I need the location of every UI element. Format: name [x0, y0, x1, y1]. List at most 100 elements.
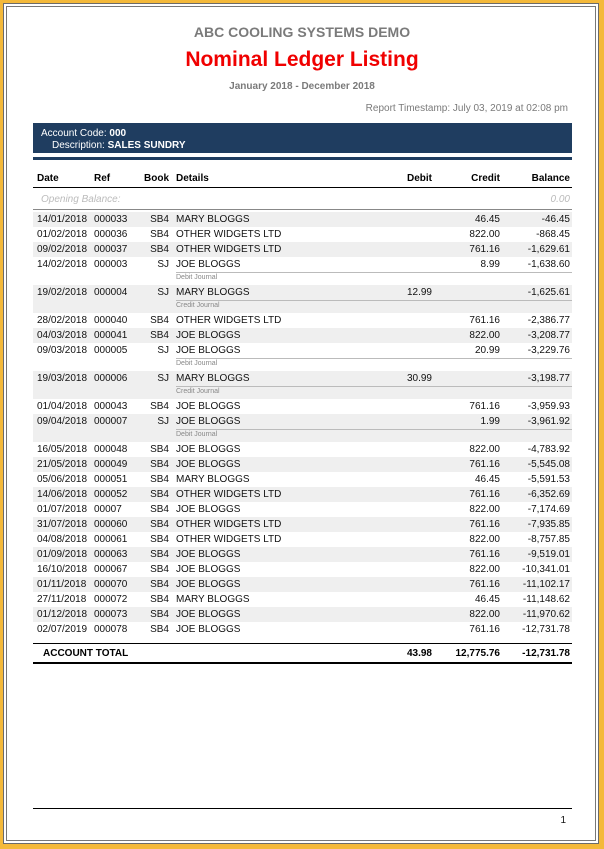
cell-book: SB4	[150, 609, 169, 620]
cell-details: OTHER WIDGETS LTD	[176, 244, 282, 255]
cell-book: SB4	[150, 519, 169, 530]
cell-ref: 000052	[94, 489, 128, 500]
cell-details: JOE BLOGGS	[176, 504, 241, 515]
cell-credit: 761.16	[469, 489, 500, 500]
journal-note: Debit Journal	[176, 272, 572, 285]
table-row: 31/07/2018 000060 SB4 OTHER WIDGETS LTD 761.…	[33, 517, 572, 532]
cell-details: OTHER WIDGETS LTD	[176, 534, 282, 545]
cell-credit: 761.16	[469, 244, 500, 255]
cell-balance: -2,386.77	[527, 315, 570, 326]
cell-details: JOE BLOGGS	[176, 330, 241, 341]
col-debit: Debit	[407, 173, 432, 184]
cell-date: 01/12/2018	[37, 609, 88, 620]
ledger-rows: 14/01/2018 000033 SB4 MARY BLOGGS 46.45 -46.4…	[33, 212, 572, 637]
table-row: 19/03/2018 000006 SJ MARY BLOGGS 30.99 -3,198…	[33, 371, 572, 399]
journal-note: Credit Journal	[176, 386, 572, 399]
table-row: 09/03/2018 000005 SJ JOE BLOGGS 20.99 -3,229.…	[33, 343, 572, 371]
journal-note-text: Debit Journal	[176, 360, 218, 367]
table-row: 01/07/2018 00007 SB4 JOE BLOGGS 822.00 -7,174…	[33, 502, 572, 517]
cell-book: SB4	[150, 229, 169, 240]
table-row: 19/02/2018 000004 SJ MARY BLOGGS 12.99 -1,625…	[33, 285, 572, 313]
cell-details: JOE BLOGGS	[176, 549, 241, 560]
cell-ref: 000040	[94, 315, 128, 326]
cell-credit: 46.45	[474, 214, 500, 225]
cell-book: SJ	[157, 345, 169, 356]
table-row: 09/02/2018 000037 SB4 OTHER WIDGETS LTD 761.…	[33, 242, 572, 257]
table-row: 01/04/2018 000043 SB4 JOE BLOGGS 761.16 -3,95…	[33, 399, 572, 414]
col-balance: Balance	[531, 173, 570, 184]
cell-ref: 000070	[94, 579, 128, 590]
cell-book: SB4	[150, 549, 169, 560]
cell-balance: -3,229.76	[527, 345, 570, 356]
cell-ref: 000043	[94, 401, 128, 412]
cell-balance: -5,591.53	[527, 474, 570, 485]
cell-details: JOE BLOGGS	[176, 416, 241, 427]
cell-details: JOE BLOGGS	[176, 564, 241, 575]
table-row: 01/09/2018 000063 SB4 JOE BLOGGS 761.16 -9,51…	[33, 547, 572, 562]
cell-balance: -11,102.17	[522, 579, 570, 590]
cell-book: SJ	[157, 259, 169, 270]
table-row: 28/02/2018 000040 SB4 OTHER WIDGETS LTD 761.…	[33, 313, 572, 328]
cell-ref: 000048	[94, 444, 128, 455]
report-title: Nominal Ledger Listing	[185, 48, 419, 71]
cell-date: 14/06/2018	[37, 489, 88, 500]
cell-book: SB4	[150, 624, 169, 635]
cell-details: JOE BLOGGS	[176, 624, 241, 635]
cell-book: SB4	[150, 489, 169, 500]
cell-credit: 20.99	[474, 345, 500, 356]
cell-book: SJ	[157, 373, 169, 384]
cell-ref: 000078	[94, 624, 128, 635]
table-row: 14/02/2018 000003 SJ JOE BLOGGS 8.99 -1,638.6…	[33, 257, 572, 285]
cell-balance: -6,352.69	[527, 489, 570, 500]
cell-book: SB4	[150, 459, 169, 470]
table-row: 14/01/2018 000033 SB4 MARY BLOGGS 46.45 -46.4…	[33, 212, 572, 227]
cell-credit: 822.00	[469, 564, 500, 575]
cell-date: 04/08/2018	[37, 534, 88, 545]
journal-note: Credit Journal	[176, 300, 572, 313]
cell-book: SB4	[150, 594, 169, 605]
col-book: Book	[144, 173, 169, 184]
cell-date: 01/02/2018	[37, 229, 88, 240]
cell-ref: 00007	[94, 504, 122, 515]
cell-book: SB4	[150, 504, 169, 515]
cell-book: SB4	[150, 579, 169, 590]
cell-balance: -10,341.01	[522, 564, 570, 575]
col-details: Details	[176, 173, 209, 184]
cell-date: 01/07/2018	[37, 504, 88, 515]
cell-date: 02/07/2019	[37, 624, 88, 635]
cell-date: 16/10/2018	[37, 564, 88, 575]
cell-ref: 000060	[94, 519, 128, 530]
cell-details: OTHER WIDGETS LTD	[176, 315, 282, 326]
cell-balance: -3,961.92	[527, 416, 570, 427]
cell-credit: 761.16	[469, 579, 500, 590]
cell-ref: 000072	[94, 594, 128, 605]
journal-note-text: Debit Journal	[176, 431, 218, 438]
cell-balance: -7,174.69	[527, 504, 570, 515]
cell-date: 21/05/2018	[37, 459, 88, 470]
cell-credit: 822.00	[469, 229, 500, 240]
column-headers: Date Ref Book Details Debit Credit Balan…	[33, 170, 572, 188]
col-credit: Credit	[471, 173, 500, 184]
cell-date: 14/01/2018	[37, 214, 88, 225]
table-row: 09/04/2018 000007 SJ JOE BLOGGS 1.99 -3,961.9…	[33, 414, 572, 442]
opening-balance-row: Opening Balance: 0.00	[33, 188, 572, 210]
cell-credit: 761.16	[469, 624, 500, 635]
cell-credit: 8.99	[480, 259, 500, 270]
cell-date: 16/05/2018	[37, 444, 88, 455]
cell-ref: 000049	[94, 459, 128, 470]
cell-details: JOE BLOGGS	[176, 459, 241, 470]
cell-details: JOE BLOGGS	[176, 401, 241, 412]
cell-balance: -7,935.85	[527, 519, 570, 530]
cell-balance: -4,783.92	[527, 444, 570, 455]
cell-credit: 761.16	[469, 401, 500, 412]
cell-details: MARY BLOGGS	[176, 214, 250, 225]
account-code-label: Account Code:	[41, 128, 107, 139]
cell-date: 19/02/2018	[37, 287, 88, 298]
table-row: 01/11/2018 000070 SB4 JOE BLOGGS 761.16 -11,1…	[33, 577, 572, 592]
cell-date: 01/09/2018	[37, 549, 88, 560]
cell-credit: 822.00	[469, 504, 500, 515]
account-total-row: ACCOUNT TOTAL 43.98 12,775.76 -12,731.78	[33, 643, 572, 664]
account-code: Account Code: 000	[41, 128, 126, 139]
table-row: 04/03/2018 000041 SB4 JOE BLOGGS 822.00 -3,20…	[33, 328, 572, 343]
cell-balance: -3,208.77	[527, 330, 570, 341]
